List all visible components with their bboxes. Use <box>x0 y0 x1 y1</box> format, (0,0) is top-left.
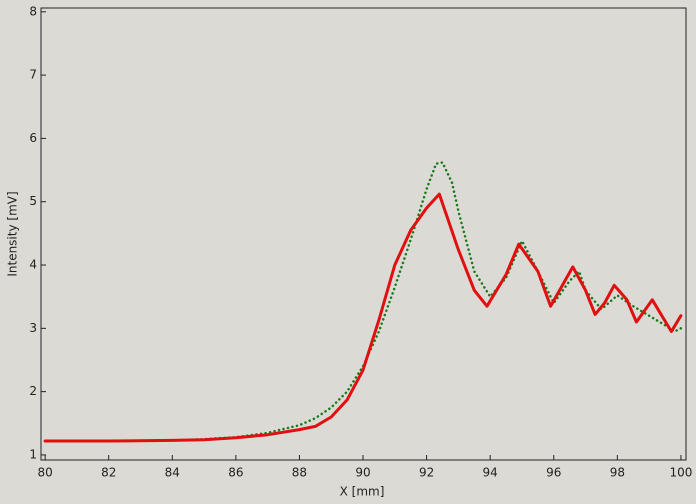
y-tick-label: 6 <box>29 131 37 145</box>
plot-frame <box>40 7 687 461</box>
x-tick-label: 100 <box>669 466 692 480</box>
x-tick-label: 86 <box>228 466 243 480</box>
x-tick-label: 96 <box>546 466 561 480</box>
y-tick-label: 4 <box>29 258 37 272</box>
x-tick-label: 94 <box>483 466 498 480</box>
x-tick-label: 90 <box>355 466 370 480</box>
x-tick-label: 98 <box>610 466 625 480</box>
x-tick-label: 92 <box>419 466 434 480</box>
x-tick-label: 84 <box>165 466 180 480</box>
y-axis-label: Intensity [mV] <box>6 191 20 276</box>
y-tick-label: 2 <box>29 384 37 398</box>
x-tick-label: 88 <box>292 466 307 480</box>
y-tick-label: 8 <box>29 4 37 18</box>
data-line <box>43 161 683 443</box>
x-axis-label: X [mm] <box>340 485 385 499</box>
y-tick-label: 3 <box>29 321 37 335</box>
y-tick-label: 7 <box>29 68 37 82</box>
x-tick-label: 82 <box>101 466 116 480</box>
y-tick-label: 5 <box>29 194 37 208</box>
y-tick-label: 1 <box>29 447 37 461</box>
x-tick-label: 80 <box>37 466 52 480</box>
data-line <box>43 192 683 443</box>
